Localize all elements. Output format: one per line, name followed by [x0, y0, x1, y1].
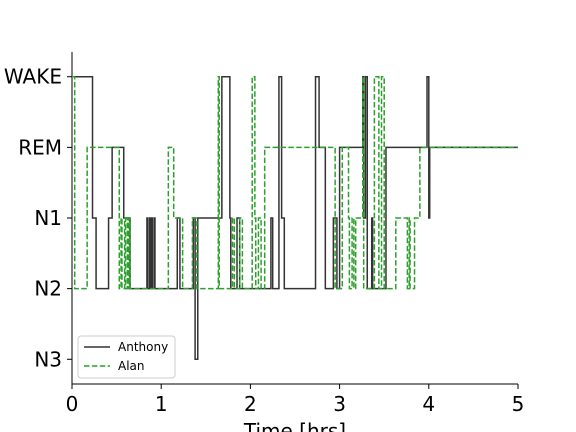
x-tick-label: 2: [244, 392, 257, 416]
x-tick-label: 0: [66, 392, 79, 416]
series-layer: [72, 75, 518, 361]
y-tick-label: WAKE: [4, 65, 62, 89]
x-tick-label: 1: [155, 392, 168, 416]
legend-label-alan: Alan: [118, 359, 145, 373]
x-axis-title: Time [hrs]: [243, 419, 346, 432]
x-tick-label: 5: [512, 392, 525, 416]
x-tick-label: 4: [422, 392, 435, 416]
y-tick-label: N3: [34, 347, 62, 371]
y-tick-label: N2: [34, 277, 62, 301]
axes-ticks: 0 1 2 3 4 5 N3 N2 N1 REM WAKE Time [hrs]: [4, 65, 524, 432]
legend-label-anthony: Anthony: [118, 340, 168, 354]
series-line-anthony: [72, 75, 518, 361]
series-line-alan: [72, 75, 518, 290]
y-tick-label: REM: [18, 135, 62, 159]
x-tick-label: 3: [333, 392, 346, 416]
plot-area: [71, 52, 518, 385]
legend: Anthony Alan: [77, 335, 176, 379]
y-tick-label: N1: [34, 206, 62, 230]
